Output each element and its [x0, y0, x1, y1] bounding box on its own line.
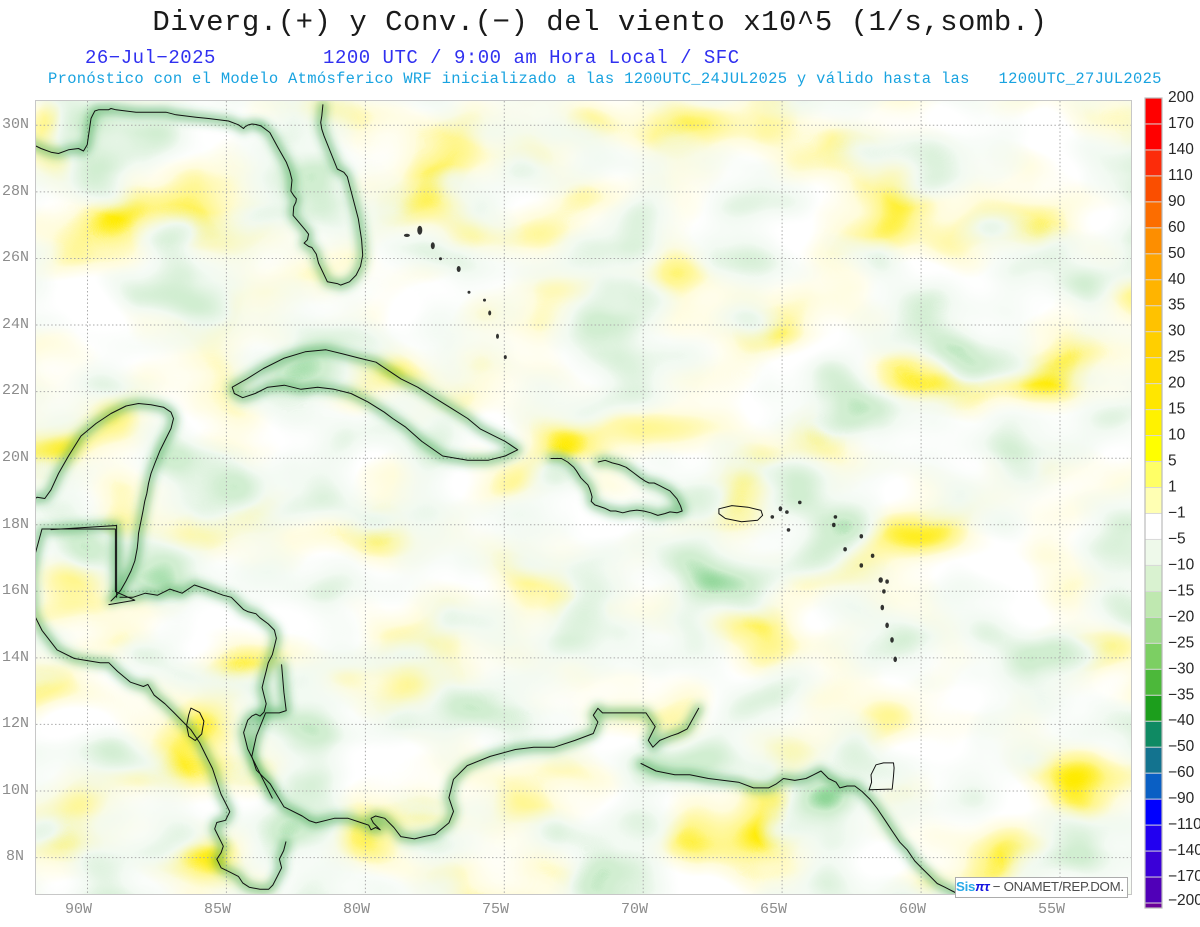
svg-text:−140: −140: [1168, 842, 1200, 859]
svg-text:20: 20: [1168, 375, 1186, 392]
svg-text:−10: −10: [1168, 556, 1195, 573]
svg-text:−5: −5: [1168, 530, 1186, 547]
svg-text:−200: −200: [1168, 892, 1200, 909]
svg-text:170: 170: [1168, 115, 1194, 132]
svg-text:110: 110: [1168, 167, 1193, 184]
svg-text:60: 60: [1168, 219, 1186, 236]
svg-text:200: 200: [1168, 89, 1194, 106]
svg-text:−50: −50: [1168, 738, 1195, 755]
svg-text:15: 15: [1168, 401, 1185, 418]
svg-text:−90: −90: [1168, 790, 1195, 807]
svg-text:140: 140: [1168, 141, 1194, 158]
svg-text:−35: −35: [1168, 686, 1194, 703]
svg-text:90: 90: [1168, 193, 1186, 210]
svg-text:5: 5: [1168, 453, 1177, 470]
svg-text:−1: −1: [1168, 504, 1186, 521]
svg-text:−15: −15: [1168, 582, 1194, 599]
svg-text:−110: −110: [1168, 816, 1200, 833]
svg-text:−25: −25: [1168, 634, 1194, 651]
svg-text:−40: −40: [1168, 712, 1195, 729]
svg-text:−30: −30: [1168, 660, 1195, 677]
svg-text:10: 10: [1168, 427, 1186, 444]
svg-text:−20: −20: [1168, 608, 1195, 625]
svg-text:25: 25: [1168, 349, 1185, 366]
svg-text:30: 30: [1168, 323, 1186, 340]
svg-text:35: 35: [1168, 297, 1185, 314]
svg-text:50: 50: [1168, 245, 1186, 262]
svg-text:40: 40: [1168, 271, 1186, 288]
svg-text:1: 1: [1168, 479, 1177, 496]
svg-text:−170: −170: [1168, 868, 1200, 885]
svg-text:−60: −60: [1168, 764, 1195, 781]
